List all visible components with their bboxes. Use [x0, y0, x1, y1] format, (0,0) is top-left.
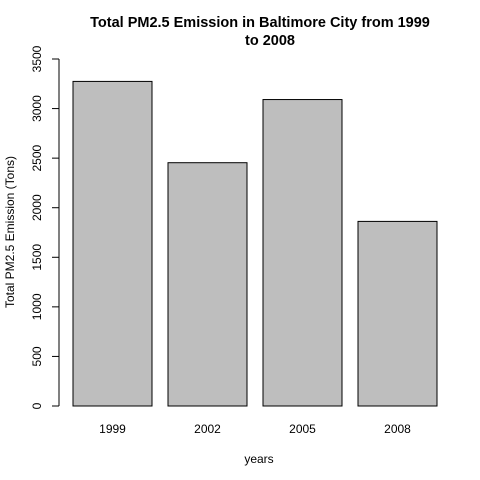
- y-tick-label-1000: 1000: [30, 293, 44, 320]
- bar-2002: [167, 162, 248, 407]
- y-tick-label-2000: 2000: [30, 194, 44, 221]
- y-tick-label-0: 0: [30, 402, 44, 409]
- y-tick-label-3500: 3500: [30, 45, 44, 72]
- chart-title-line-2: to 2008: [245, 33, 295, 49]
- bar-2008: [357, 220, 438, 407]
- x-axis-label: years: [244, 452, 273, 466]
- y-tick-label-3000: 3000: [30, 95, 44, 122]
- bar-1999: [72, 80, 153, 407]
- x-tick-label-2002: 2002: [194, 422, 221, 436]
- x-tick-label-2005: 2005: [289, 422, 316, 436]
- y-axis: 0 500 1000 1500 2000 2500 3000 3500: [30, 45, 60, 409]
- x-tick-label-1999: 1999: [99, 422, 126, 436]
- y-tick-label-500: 500: [30, 346, 44, 366]
- bars-group: [72, 80, 438, 407]
- y-tick-label-1500: 1500: [30, 244, 44, 271]
- chart-title-line-1: Total PM2.5 Emission in Baltimore City f…: [90, 15, 430, 31]
- bar-2005: [262, 99, 343, 407]
- x-tick-label-2008: 2008: [384, 422, 411, 436]
- y-tick-label-2500: 2500: [30, 144, 44, 171]
- x-axis-labels: 1999 2002 2005 2008: [99, 422, 411, 436]
- y-axis-label: Total PM2.5 Emission (Tons): [3, 156, 17, 308]
